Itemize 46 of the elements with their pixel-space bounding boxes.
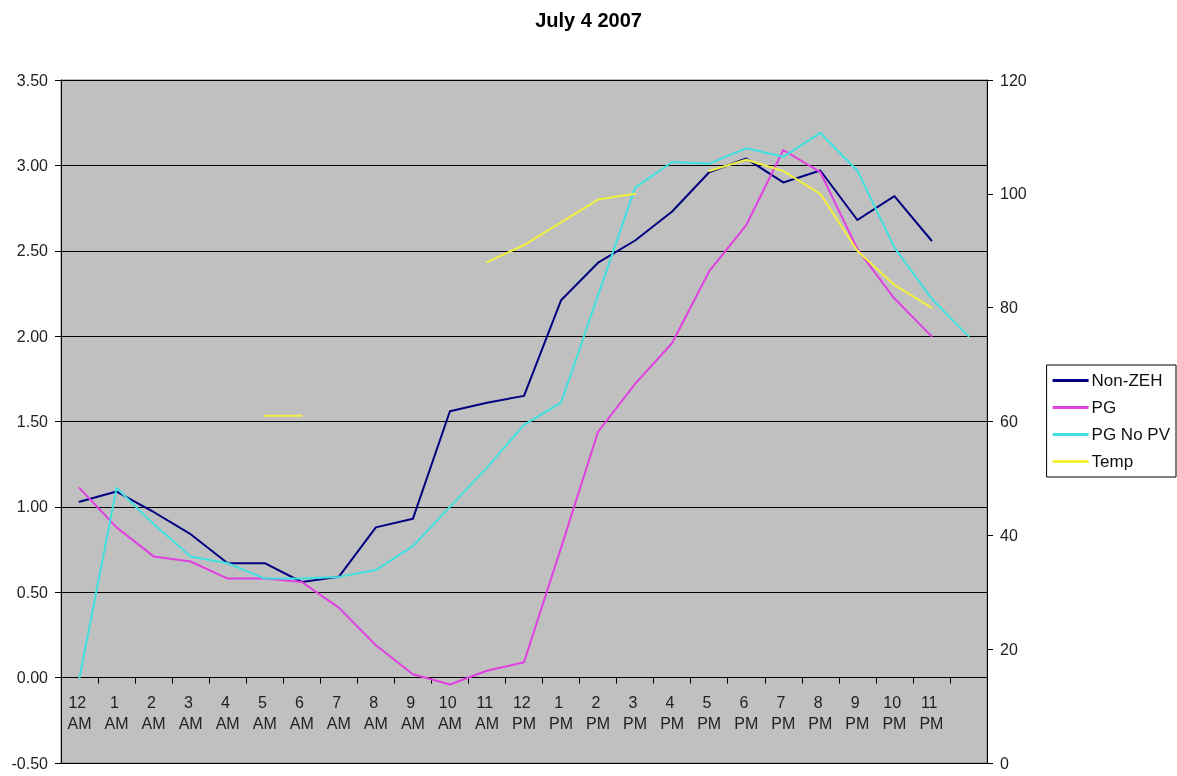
- x-tick-label: 4 AM: [215, 693, 240, 732]
- legend-label: PG No PV: [1091, 425, 1171, 444]
- x-tick-label: 7 AM: [326, 693, 351, 732]
- x-tick-label: 11 AM: [474, 693, 499, 732]
- x-tick-label: 6 AM: [289, 693, 314, 732]
- x-tick-label: 2 PM: [586, 693, 611, 732]
- x-tick-label: 3 AM: [178, 693, 203, 732]
- y2-tick-label: 40: [1000, 526, 1018, 544]
- y-tick-label: 0.50: [16, 583, 49, 601]
- y-tick-label: 3.50: [16, 71, 49, 89]
- y-tick-label: 2.00: [16, 327, 49, 345]
- legend-label: Temp: [1091, 452, 1134, 471]
- y-tick-label: 1.00: [16, 498, 49, 516]
- x-tick-label: 12 PM: [512, 693, 536, 732]
- x-tick-label: 10 PM: [882, 693, 907, 732]
- x-tick-label: 2 AM: [141, 693, 166, 732]
- line-series: [78, 157, 933, 584]
- x-tick-label: 10 AM: [437, 693, 462, 732]
- x-tick-label: 8 PM: [808, 693, 833, 732]
- y2-tick-label: 80: [1000, 299, 1018, 317]
- y-tick-label: 1.50: [16, 413, 49, 430]
- x-tick-label: 6 PM: [734, 693, 759, 732]
- x-tick-label: 3 PM: [623, 693, 648, 732]
- y2-tick-label: 120: [1000, 71, 1027, 89]
- x-tick-label: 8 AM: [363, 693, 388, 732]
- x-tick-label: 1 AM: [104, 693, 129, 732]
- y-tick-label: -0.50: [11, 754, 49, 772]
- legend-label: PG: [1091, 398, 1117, 417]
- x-tick-label: 5 PM: [697, 693, 722, 732]
- y2-tick-label: 20: [1000, 640, 1018, 658]
- x-tick-label: 4 PM: [660, 693, 685, 732]
- x-tick-label: 11 PM: [919, 693, 944, 732]
- y-tick-label: 3.00: [16, 156, 49, 174]
- y2-tick-label: 0: [1000, 754, 1009, 772]
- y2-tick-label: 100: [1000, 185, 1027, 203]
- x-tick-label: 9 AM: [400, 693, 425, 732]
- x-tick-label: 5 AM: [252, 693, 277, 732]
- y-tick-label: 2.50: [16, 242, 49, 260]
- x-tick-label: 9 PM: [845, 693, 870, 732]
- x-tick-label: 1 PM: [549, 693, 574, 732]
- chart-title: July 4 2007: [535, 9, 642, 31]
- y2-tick-label: 60: [1000, 413, 1018, 430]
- x-tick-label: 12 AM: [67, 693, 92, 732]
- y-tick-label: 0.00: [16, 669, 49, 687]
- legend-label: Non-ZEH: [1091, 371, 1163, 390]
- x-tick-label: 7 PM: [771, 693, 796, 732]
